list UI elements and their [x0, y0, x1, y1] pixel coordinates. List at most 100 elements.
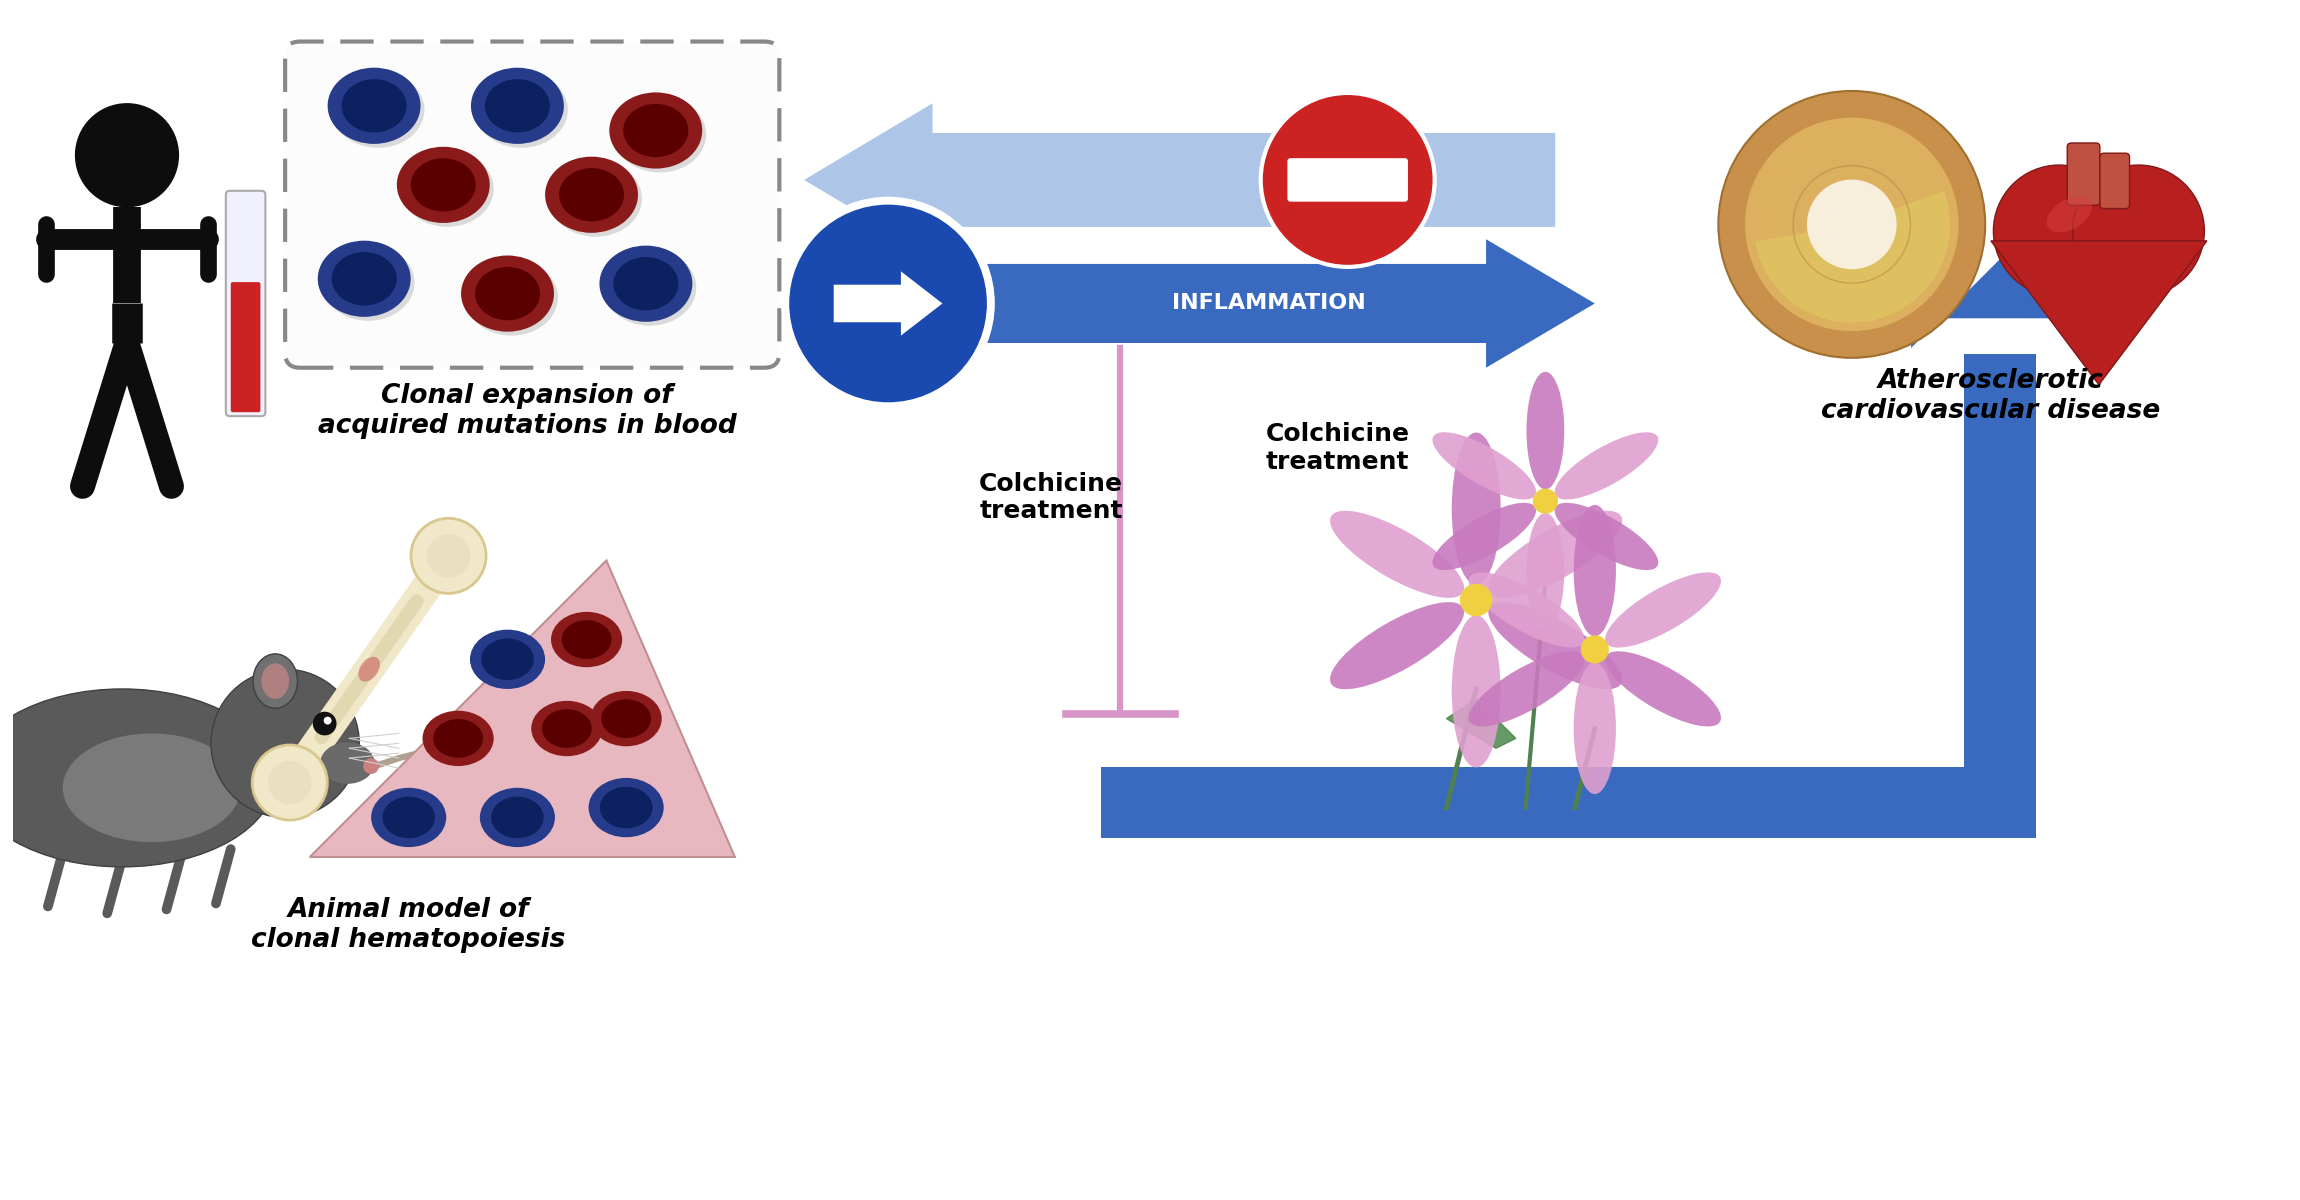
Ellipse shape — [1470, 652, 1585, 726]
Ellipse shape — [1488, 511, 1622, 598]
Wedge shape — [1755, 191, 1950, 323]
Ellipse shape — [423, 710, 494, 766]
Ellipse shape — [559, 168, 623, 222]
Text: Clonal expansion of
acquired mutations in blood: Clonal expansion of acquired mutations i… — [317, 383, 736, 438]
Ellipse shape — [600, 787, 653, 828]
Ellipse shape — [600, 246, 692, 322]
Circle shape — [324, 716, 331, 725]
Circle shape — [1718, 91, 1985, 358]
Ellipse shape — [460, 256, 554, 331]
Ellipse shape — [1527, 372, 1564, 490]
Ellipse shape — [469, 630, 545, 689]
Text: Atherosclerotic
cardiovascular disease: Atherosclerotic cardiovascular disease — [1822, 367, 2160, 424]
Ellipse shape — [1573, 505, 1617, 636]
Ellipse shape — [591, 691, 662, 746]
Ellipse shape — [481, 638, 534, 680]
Text: Animal model of
clonal hematopoiesis: Animal model of clonal hematopoiesis — [251, 896, 566, 953]
Ellipse shape — [359, 656, 380, 682]
FancyBboxPatch shape — [230, 282, 260, 412]
FancyBboxPatch shape — [225, 191, 264, 416]
Circle shape — [76, 104, 179, 206]
Ellipse shape — [1433, 432, 1536, 499]
Circle shape — [363, 758, 380, 774]
Ellipse shape — [322, 245, 414, 320]
Ellipse shape — [474, 72, 568, 148]
Ellipse shape — [589, 778, 665, 838]
FancyArrow shape — [805, 103, 1555, 257]
Ellipse shape — [1470, 572, 1585, 648]
Circle shape — [313, 712, 336, 736]
Text: Colchicine
treatment: Colchicine treatment — [1265, 422, 1410, 474]
Circle shape — [269, 761, 310, 804]
Ellipse shape — [614, 96, 706, 173]
Ellipse shape — [561, 620, 612, 659]
FancyBboxPatch shape — [2068, 143, 2100, 205]
Ellipse shape — [412, 158, 476, 211]
Circle shape — [1808, 180, 1898, 269]
Ellipse shape — [343, 79, 407, 132]
Ellipse shape — [400, 151, 494, 227]
Ellipse shape — [1605, 652, 1720, 726]
Ellipse shape — [1527, 512, 1564, 630]
Ellipse shape — [472, 67, 564, 144]
Circle shape — [1532, 488, 1557, 514]
Circle shape — [253, 745, 327, 820]
Ellipse shape — [465, 259, 559, 336]
Ellipse shape — [481, 788, 554, 847]
Ellipse shape — [476, 266, 540, 320]
Text: INFLAMMATION: INFLAMMATION — [1171, 294, 1366, 313]
Ellipse shape — [1555, 503, 1658, 570]
Ellipse shape — [485, 79, 550, 132]
Ellipse shape — [62, 733, 242, 842]
Ellipse shape — [1555, 432, 1658, 499]
Circle shape — [1580, 635, 1610, 664]
FancyArrow shape — [853, 239, 1594, 367]
Ellipse shape — [331, 252, 396, 306]
Ellipse shape — [610, 92, 702, 168]
Ellipse shape — [432, 719, 483, 757]
Circle shape — [789, 205, 987, 402]
Ellipse shape — [253, 654, 297, 708]
Ellipse shape — [382, 797, 435, 839]
Ellipse shape — [600, 700, 651, 738]
Ellipse shape — [331, 72, 426, 148]
Ellipse shape — [2047, 197, 2093, 233]
Ellipse shape — [1573, 662, 1617, 794]
FancyBboxPatch shape — [285, 42, 780, 367]
Polygon shape — [1992, 241, 2208, 385]
Ellipse shape — [370, 788, 446, 847]
Ellipse shape — [603, 250, 697, 325]
Ellipse shape — [262, 664, 290, 698]
Ellipse shape — [1605, 572, 1720, 648]
Circle shape — [782, 197, 996, 410]
Circle shape — [1460, 583, 1493, 617]
Ellipse shape — [1433, 503, 1536, 570]
Circle shape — [1260, 92, 1435, 266]
Circle shape — [1994, 166, 2125, 296]
FancyArrow shape — [1911, 259, 2088, 348]
FancyBboxPatch shape — [1102, 767, 2036, 839]
Ellipse shape — [1329, 511, 1465, 598]
Circle shape — [412, 518, 485, 593]
Ellipse shape — [1329, 602, 1465, 689]
Polygon shape — [1447, 698, 1516, 749]
Ellipse shape — [1451, 432, 1500, 584]
Circle shape — [212, 670, 359, 817]
Circle shape — [2072, 166, 2203, 296]
Ellipse shape — [327, 67, 421, 144]
Ellipse shape — [317, 241, 412, 317]
Circle shape — [428, 534, 469, 577]
Text: Colchicine
treatment: Colchicine treatment — [980, 472, 1122, 523]
Polygon shape — [310, 560, 736, 857]
FancyBboxPatch shape — [1964, 354, 2036, 839]
Ellipse shape — [1488, 602, 1622, 689]
Ellipse shape — [550, 161, 642, 236]
FancyBboxPatch shape — [1288, 158, 1408, 202]
Ellipse shape — [1451, 616, 1500, 768]
FancyBboxPatch shape — [2100, 154, 2130, 209]
Ellipse shape — [492, 797, 543, 839]
Ellipse shape — [545, 157, 637, 233]
Ellipse shape — [552, 612, 623, 667]
Ellipse shape — [320, 743, 375, 784]
Ellipse shape — [0, 689, 276, 866]
